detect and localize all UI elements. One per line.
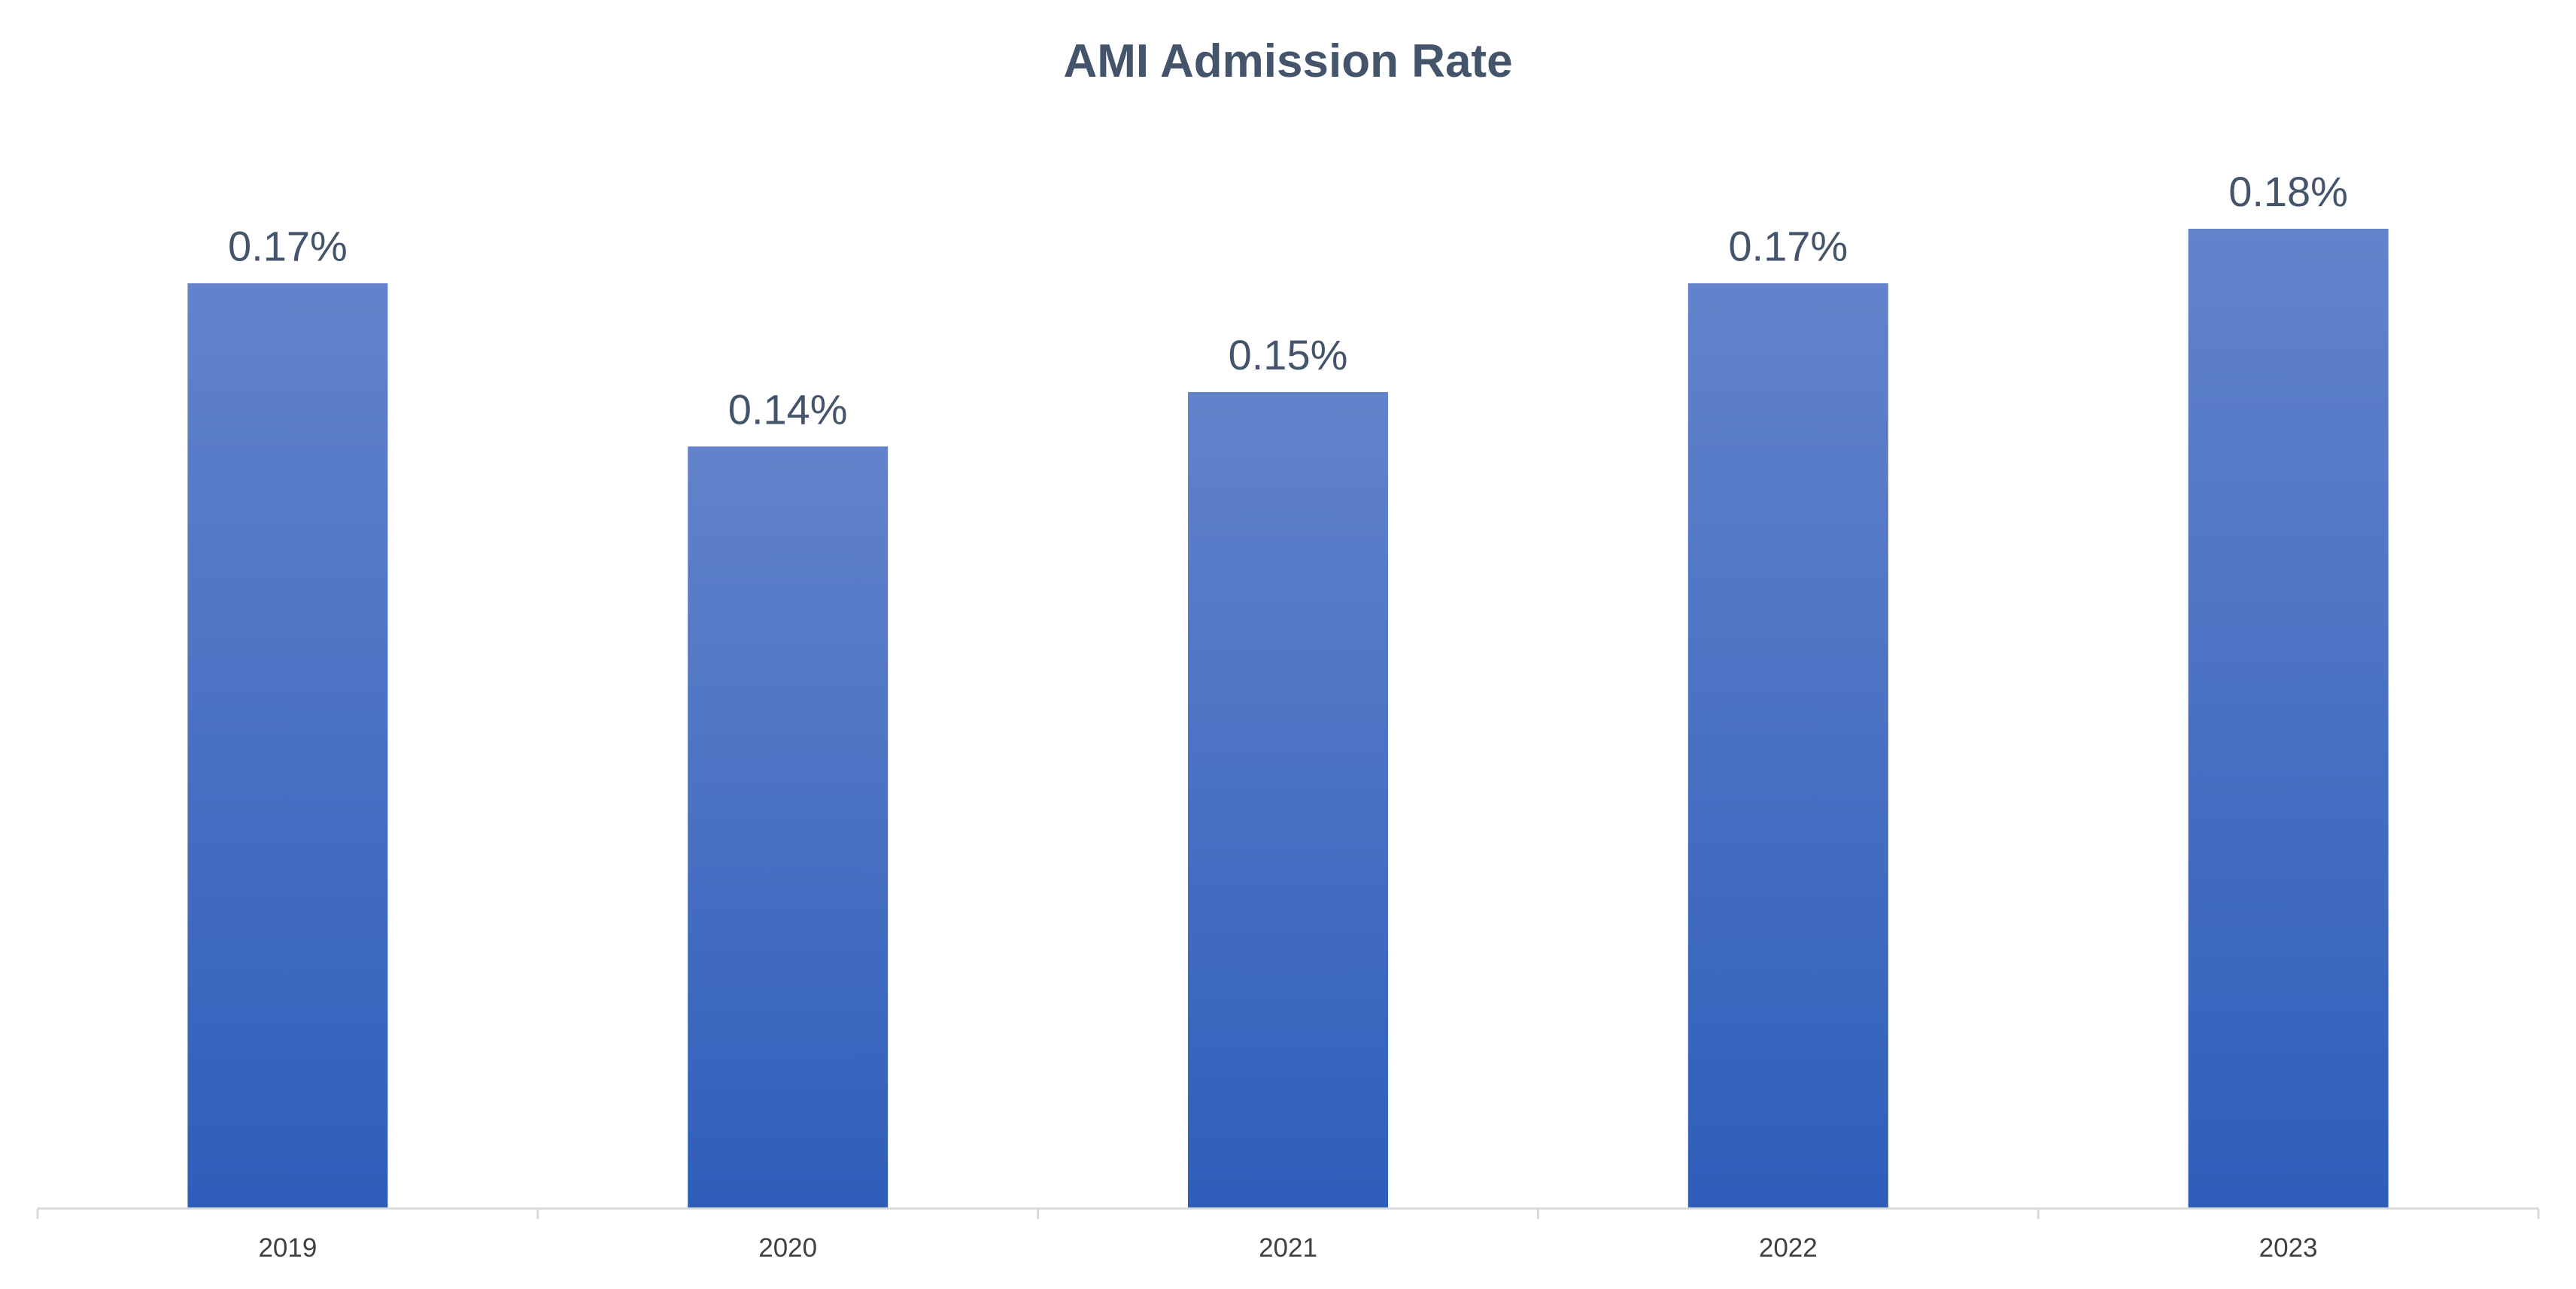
chart-title: AMI Admission Rate: [1063, 35, 1512, 87]
x-tick-label-2020: 2020: [758, 1233, 817, 1263]
data-label-2022: 0.17%: [1728, 222, 1848, 269]
x-tick-label-2023: 2023: [2259, 1233, 2318, 1263]
data-label-2021: 0.15%: [1229, 331, 1348, 378]
data-label-2023: 0.18%: [2228, 168, 2348, 215]
x-tick-label-2019: 2019: [258, 1233, 317, 1263]
data-labels-layer: 0.17% 0.14% 0.15% 0.17% 0.18%: [228, 168, 2348, 433]
bar-2022: [1687, 283, 1888, 1208]
bars-layer: [187, 229, 2389, 1208]
bar-2019: [187, 283, 388, 1208]
data-label-2020: 0.14%: [728, 385, 848, 433]
x-tick-label-2022: 2022: [1759, 1233, 1818, 1263]
bar-2023: [2188, 229, 2389, 1208]
data-label-2019: 0.17%: [228, 222, 348, 269]
bar-2021: [1188, 392, 1388, 1208]
x-tick-label-2021: 2021: [1259, 1233, 1317, 1263]
bar-2020: [688, 446, 889, 1208]
x-axis-ticks: [36, 1208, 2540, 1219]
x-axis-tick-labels: 2019 2020 2021 2022 2023: [258, 1233, 2317, 1263]
